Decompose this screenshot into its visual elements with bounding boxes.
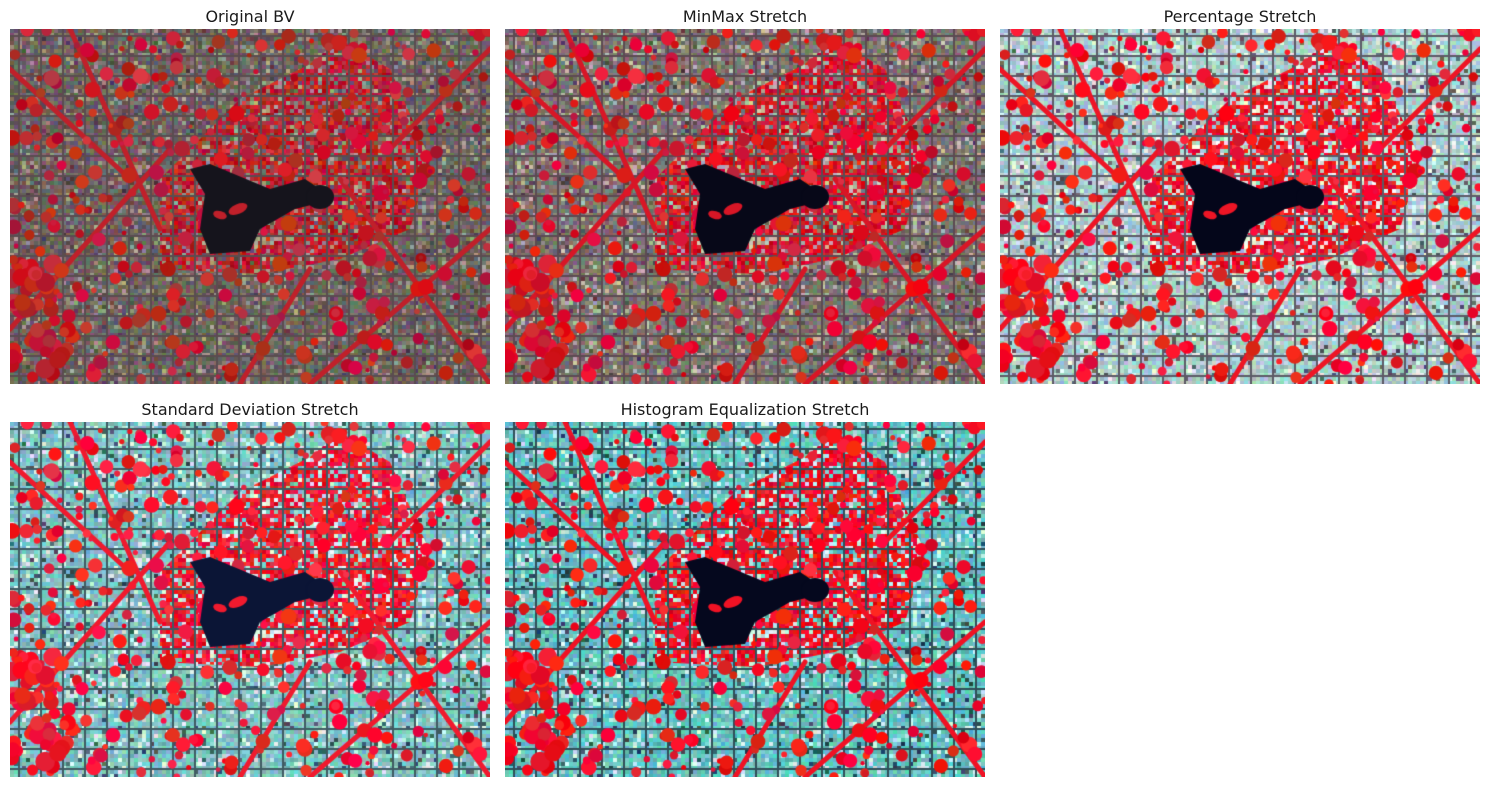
satellite-image-stddev bbox=[10, 422, 490, 777]
satellite-image-histeq bbox=[505, 422, 985, 777]
satellite-image-minmax bbox=[505, 29, 985, 384]
satellite-image-percentage bbox=[1000, 29, 1480, 384]
panel-title: Standard Deviation Stretch bbox=[141, 400, 359, 419]
panel-title: Percentage Stretch bbox=[1163, 7, 1317, 26]
panel-title: MinMax Stretch bbox=[682, 7, 808, 26]
panel-title: Original BV bbox=[205, 7, 295, 26]
panel-title: Histogram Equalization Stretch bbox=[620, 400, 870, 419]
satellite-image-original bbox=[10, 29, 490, 384]
